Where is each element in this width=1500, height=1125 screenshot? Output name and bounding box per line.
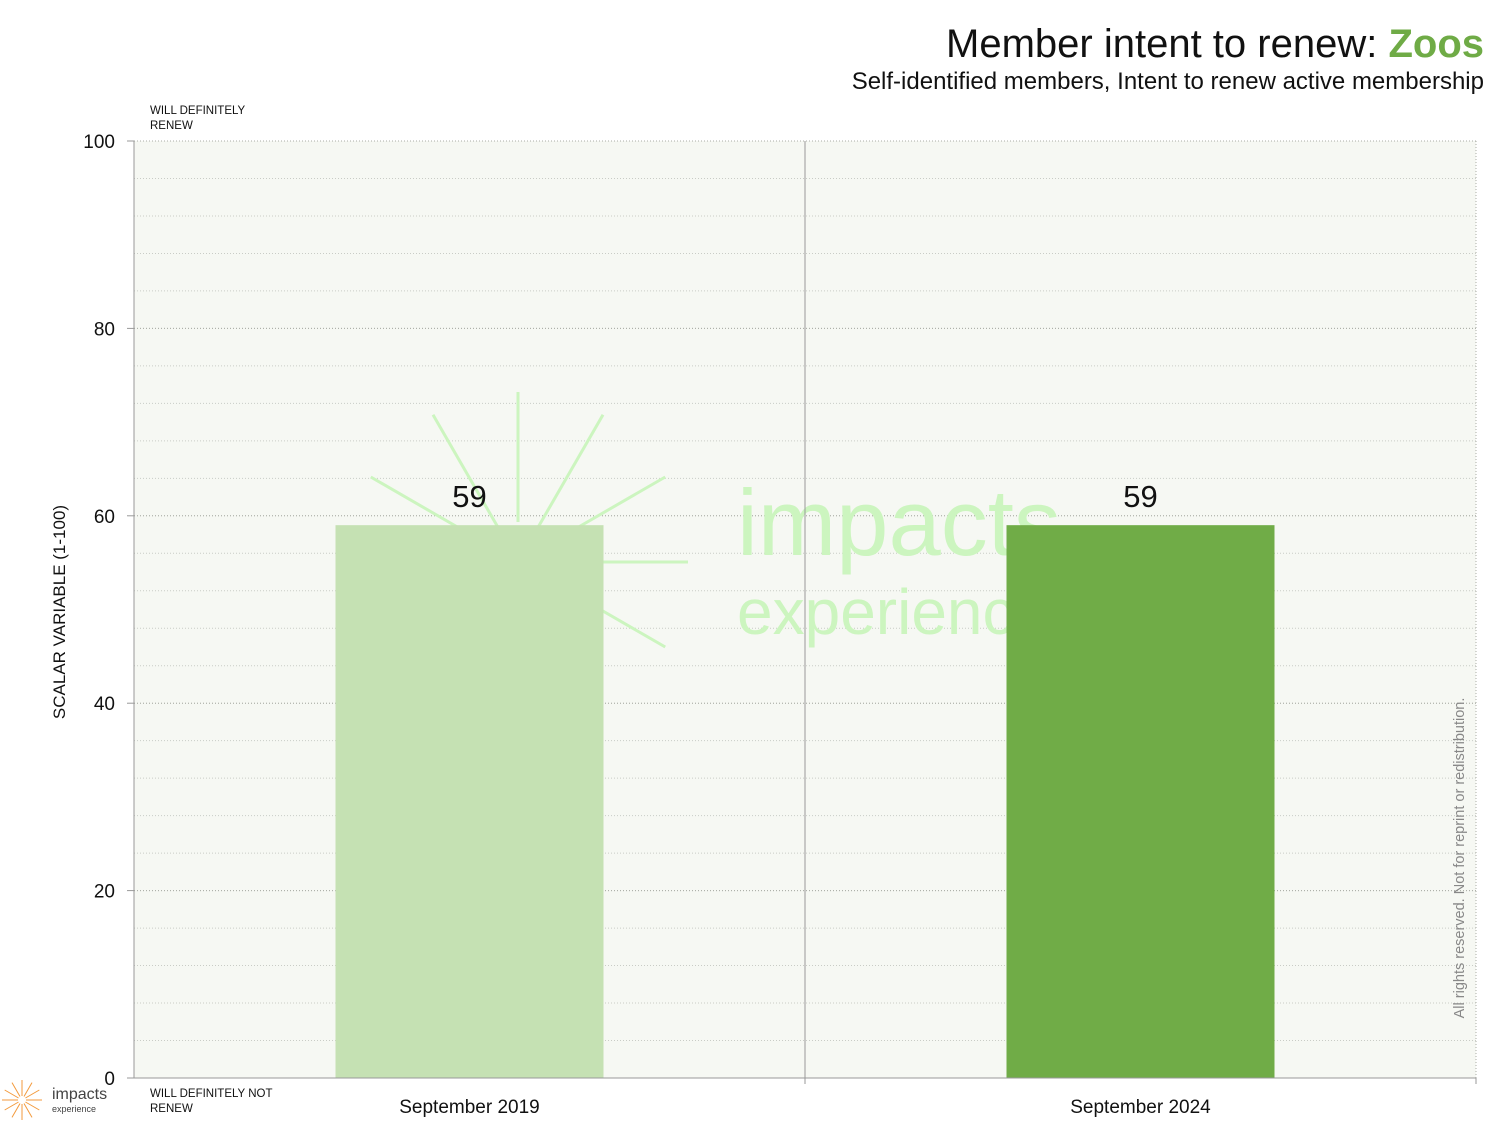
y-tick-label: 100: [83, 132, 115, 153]
y-tick-label: 80: [94, 319, 115, 340]
y-tick-label: 20: [94, 882, 115, 903]
x-tick-label-2: September 2024: [1070, 1097, 1211, 1118]
logo-ray: [4, 1101, 19, 1111]
logo-ray: [23, 1103, 33, 1118]
impacts-logo-text: impacts experience: [52, 1087, 107, 1117]
bar-2: [1006, 525, 1275, 1078]
x-tick-label-1: September 2019: [399, 1097, 540, 1118]
logo-sub: experience: [52, 1104, 97, 1114]
bars: [335, 525, 1275, 1078]
logo-ray: [4, 1089, 19, 1099]
y-tick-label: 0: [104, 1069, 115, 1090]
y-tick-label: 60: [94, 507, 115, 528]
watermark-word-experience: experience: [737, 576, 1050, 648]
impacts-logo-icon: [2, 1080, 42, 1120]
gridlines: [134, 140, 1477, 1078]
chart-subtitle: Self-identified members, Intent to renew…: [851, 68, 1484, 95]
chart-title: Member intent to renew: Zoos: [946, 22, 1484, 67]
data-labels: 59 59: [452, 479, 1157, 514]
y-tick-label: 40: [94, 694, 115, 715]
watermark-ray: [431, 414, 500, 529]
logo-name: impacts: [52, 1086, 108, 1103]
bar-1: [335, 525, 604, 1078]
data-label-1: 59: [452, 479, 486, 514]
logo-ray: [25, 1101, 40, 1111]
logo-ray: [11, 1082, 21, 1097]
axes: [127, 140, 1477, 1084]
logo-ray: [11, 1103, 21, 1118]
chart-title-highlight: Zoos: [1388, 22, 1484, 66]
logo-ray: [25, 1089, 40, 1099]
data-label-2: 59: [1123, 479, 1157, 514]
watermark-ray: [536, 414, 605, 529]
chart-title-main: Member intent to renew:: [946, 22, 1389, 66]
rights-notice: All rights reserved. Not for reprint or …: [1452, 697, 1468, 1019]
logo-ray: [23, 1082, 33, 1097]
bottom-anchor-label: WILL DEFINITELY NOT RENEW: [150, 1088, 273, 1115]
top-anchor-label: WILL DEFINITELY RENEW: [150, 105, 246, 132]
x-tick-labels: September 2019 September 2024: [399, 1097, 1211, 1118]
y-tick-labels: 0 20 40 60 80 100: [83, 132, 115, 1090]
